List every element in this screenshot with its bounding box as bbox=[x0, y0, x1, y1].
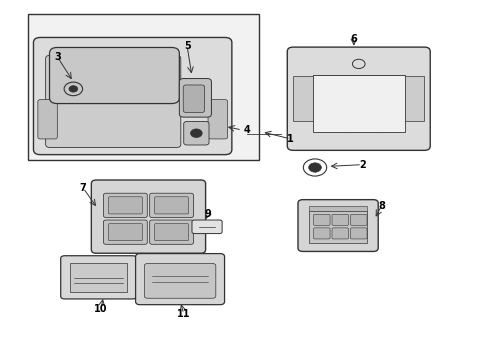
Bar bbox=[70, 263, 126, 292]
Text: 7: 7 bbox=[80, 183, 86, 193]
FancyBboxPatch shape bbox=[144, 264, 215, 298]
FancyBboxPatch shape bbox=[313, 214, 329, 225]
Text: 5: 5 bbox=[183, 41, 190, 51]
FancyBboxPatch shape bbox=[350, 214, 366, 225]
FancyBboxPatch shape bbox=[192, 220, 222, 234]
FancyBboxPatch shape bbox=[103, 220, 147, 244]
FancyBboxPatch shape bbox=[149, 193, 193, 217]
Circle shape bbox=[190, 129, 202, 138]
FancyBboxPatch shape bbox=[179, 78, 211, 117]
FancyBboxPatch shape bbox=[331, 228, 348, 239]
FancyBboxPatch shape bbox=[297, 200, 377, 251]
Text: 11: 11 bbox=[177, 309, 190, 319]
FancyBboxPatch shape bbox=[108, 197, 142, 214]
Text: 8: 8 bbox=[377, 201, 384, 211]
FancyBboxPatch shape bbox=[154, 224, 188, 241]
FancyBboxPatch shape bbox=[183, 121, 208, 145]
FancyBboxPatch shape bbox=[350, 228, 366, 239]
Circle shape bbox=[69, 86, 78, 92]
FancyBboxPatch shape bbox=[331, 214, 348, 225]
FancyBboxPatch shape bbox=[91, 180, 205, 253]
FancyBboxPatch shape bbox=[313, 228, 329, 239]
Bar bbox=[404, 76, 424, 121]
Text: 4: 4 bbox=[243, 125, 250, 135]
Text: 9: 9 bbox=[204, 209, 211, 219]
FancyBboxPatch shape bbox=[108, 224, 142, 241]
Bar bbox=[308, 211, 366, 243]
FancyBboxPatch shape bbox=[183, 85, 204, 112]
FancyBboxPatch shape bbox=[103, 193, 147, 217]
Bar bbox=[28, 14, 259, 160]
FancyBboxPatch shape bbox=[207, 100, 227, 139]
FancyBboxPatch shape bbox=[33, 37, 231, 155]
FancyBboxPatch shape bbox=[38, 100, 57, 139]
Circle shape bbox=[308, 163, 321, 172]
Text: 3: 3 bbox=[54, 52, 61, 62]
Text: 6: 6 bbox=[350, 34, 357, 44]
Bar bbox=[312, 75, 404, 132]
Text: 1: 1 bbox=[287, 134, 293, 144]
FancyBboxPatch shape bbox=[154, 197, 188, 214]
Bar bbox=[292, 76, 312, 121]
Bar bbox=[308, 206, 366, 211]
FancyBboxPatch shape bbox=[49, 48, 179, 104]
FancyBboxPatch shape bbox=[149, 220, 193, 244]
FancyBboxPatch shape bbox=[45, 55, 181, 148]
FancyBboxPatch shape bbox=[61, 256, 136, 299]
Text: 2: 2 bbox=[358, 159, 365, 170]
Text: 10: 10 bbox=[94, 303, 107, 314]
FancyBboxPatch shape bbox=[287, 47, 429, 150]
FancyBboxPatch shape bbox=[135, 253, 224, 305]
